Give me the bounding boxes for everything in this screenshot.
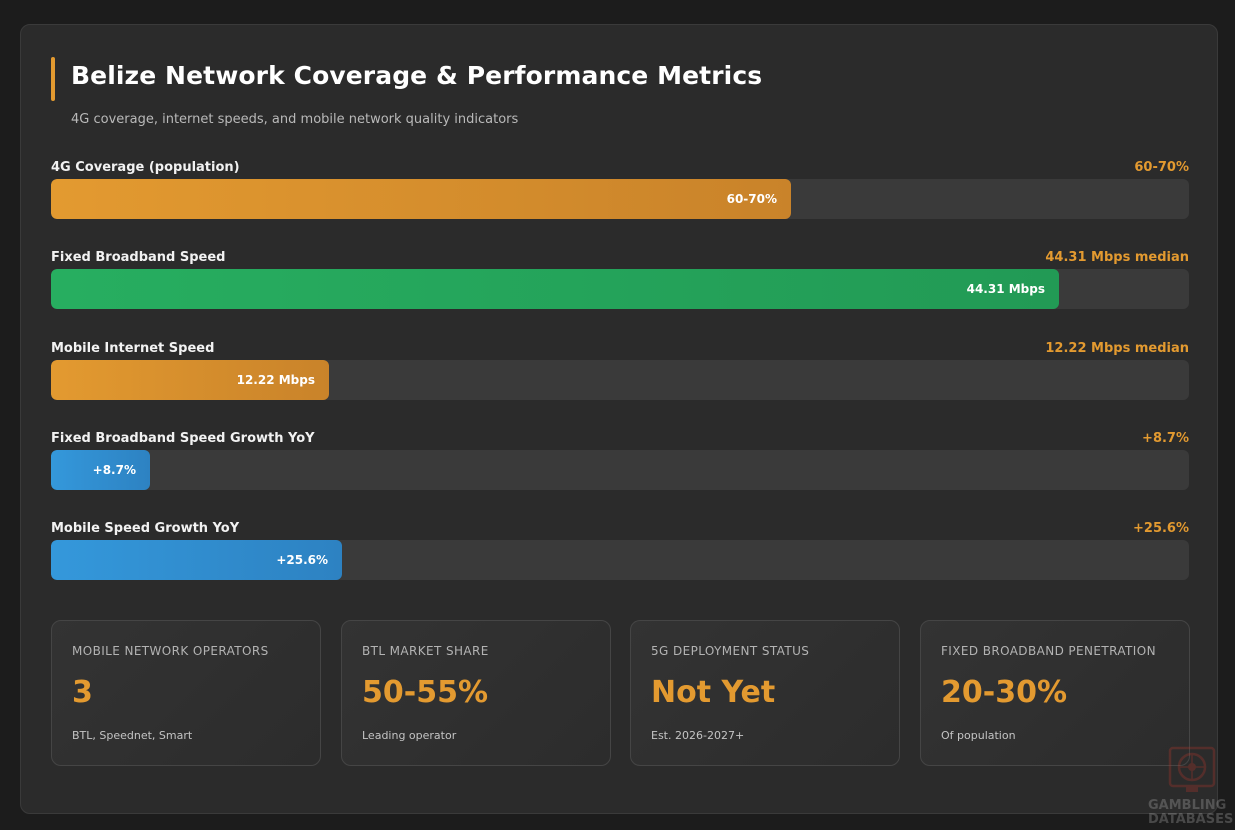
bar-label: 44.31 Mbps [966,282,1045,297]
metric-value: +25.6% [1133,521,1189,537]
stat-label: FIXED BROADBAND PENETRATION [941,644,1156,658]
stat-description: Est. 2026-2027+ [651,729,745,742]
bar-track: +8.7% [51,449,1189,490]
metric-row: Mobile Speed Growth YoY +25.6% +25.6% [51,521,1189,601]
bar-label: +8.7% [92,462,136,477]
stat-card-5g-status: 5G DEPLOYMENT STATUS Not Yet Est. 2026-2… [630,620,900,766]
metric-label: Mobile Internet Speed [51,340,215,356]
stat-label: MOBILE NETWORK OPERATORS [72,644,269,658]
metric-label: Mobile Speed Growth YoY [51,521,240,537]
stat-card-operators: MOBILE NETWORK OPERATORS 3 BTL, Speednet… [51,620,321,766]
bar-fill: +8.7% [51,449,150,490]
metric-label: Fixed Broadband Speed Growth YoY [51,430,315,446]
page-title: Belize Network Coverage & Performance Me… [71,61,763,90]
metric-row: Mobile Internet Speed 12.22 Mbps median 12… [51,341,1189,421]
metric-value: 44.31 Mbps median [1045,250,1189,266]
stat-description: Of population [941,729,1016,742]
watermark-text-line1: GAMBLING [1148,798,1227,813]
stat-value: Not Yet [651,675,776,710]
stat-card-broadband-penetration: FIXED BROADBAND PENETRATION 20-30% Of po… [920,620,1190,766]
bar-track: 12.22 Mbps [51,359,1189,400]
metric-label: 4G Coverage (population) [51,160,240,175]
metric-value: 60-70% [1134,160,1189,175]
stat-label: 5G DEPLOYMENT STATUS [651,644,810,658]
stat-card-market-share: BTL MARKET SHARE 50-55% Leading operator [341,620,611,766]
metrics-card: Belize Network Coverage & Performance Me… [20,24,1218,814]
metric-label: Fixed Broadband Speed [51,250,226,266]
metric-row: Fixed Broadband Speed 44.31 Mbps median 44… [51,250,1189,330]
roulette-icon [1168,746,1216,792]
title-accent-bar [51,57,55,101]
metric-row: Fixed Broadband Speed Growth YoY +8.7% +8.… [51,431,1189,511]
stat-description: BTL, Speednet, Smart [72,729,193,742]
bar-track: 44.31 Mbps [51,269,1189,310]
bar-fill: 12.22 Mbps [51,359,329,400]
stat-value: 3 [72,675,93,710]
bar-label: +25.6% [276,553,328,568]
bar-label: 12.22 Mbps [236,372,315,387]
bar-track: +25.6% [51,540,1189,581]
bar-label: 60-70% [726,192,777,206]
stat-value: 50-55% [362,675,489,710]
bar-fill: 60-70% [51,179,791,219]
stat-value: 20-30% [941,675,1068,710]
stat-label: BTL MARKET SHARE [362,644,489,658]
page-subtitle: 4G coverage, internet speeds, and mobile… [71,112,519,127]
bar-track: 60-70% [51,179,1189,219]
metric-value: +8.7% [1142,430,1189,446]
bar-fill: +25.6% [51,540,342,581]
bar-fill: 44.31 Mbps [51,269,1059,310]
metric-value: 12.22 Mbps median [1045,340,1189,356]
stat-description: Leading operator [362,729,457,742]
watermark-logo: GAMBLING DATABASES [1148,744,1235,830]
watermark-text-line2: DATABASES [1148,812,1234,827]
metric-row: 4G Coverage (population) 60-70% 60-70% [51,160,1189,240]
